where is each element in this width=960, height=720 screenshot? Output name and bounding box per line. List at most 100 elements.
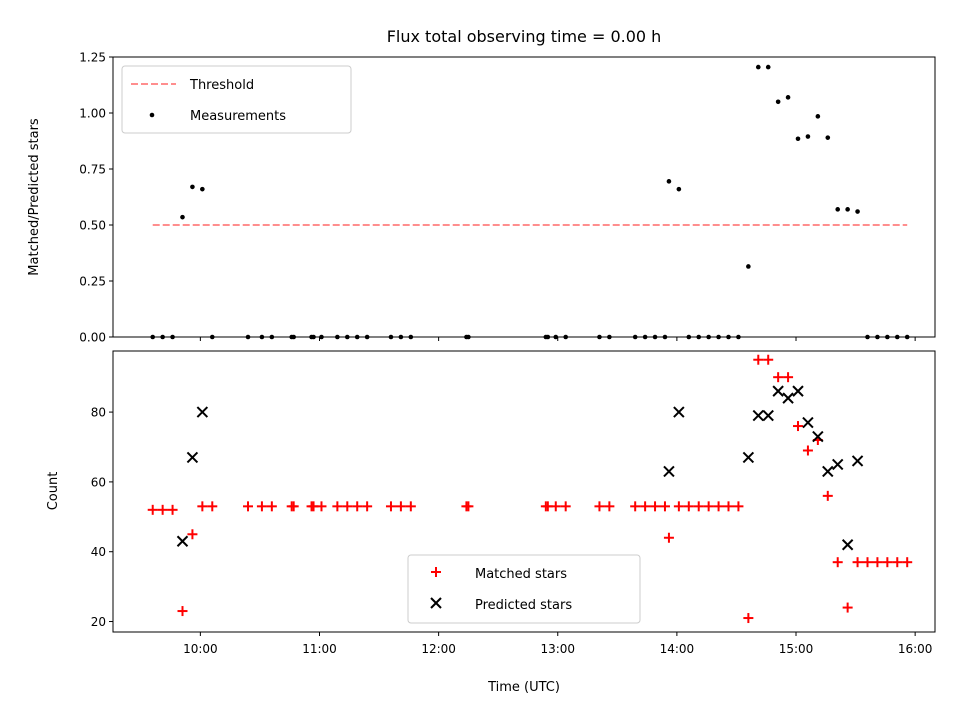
predicted-star-point <box>832 458 844 471</box>
predicted-star-point <box>196 406 209 418</box>
measurement-point <box>785 95 791 100</box>
matched-star-point <box>683 501 694 512</box>
predicted-star-point <box>176 535 189 547</box>
measurement-point <box>676 186 682 192</box>
matched-star-point <box>753 354 764 365</box>
bottom-x-tick-label: 11:00 <box>302 642 337 656</box>
matched-star-point <box>822 490 833 501</box>
predicted-star-point <box>772 385 784 397</box>
measurement-point <box>755 64 761 70</box>
legend-threshold-label: Threshold <box>189 78 254 93</box>
matched-star-point <box>560 501 571 512</box>
measurement-point <box>746 264 751 269</box>
legend-predicted-label: Predicted stars <box>475 598 572 613</box>
bottom-x-tick-label: 13:00 <box>540 642 575 656</box>
legend-matched-label: Matched stars <box>475 567 567 582</box>
matched-star-point <box>256 501 267 512</box>
bottom-series-marks <box>147 354 913 624</box>
matched-star-point <box>703 501 714 512</box>
bottom-x-tick-label: 15:00 <box>779 642 814 656</box>
matched-star-point <box>673 501 684 512</box>
matched-star-point <box>882 557 893 568</box>
measurement-point <box>775 99 781 105</box>
matched-star-point <box>187 529 198 540</box>
bottom-x-tick-label: 14:00 <box>660 642 695 656</box>
matched-star-point <box>713 501 724 512</box>
predicted-star-point <box>673 406 685 418</box>
matched-star-point <box>197 501 208 512</box>
measurement-point <box>835 207 841 212</box>
legend-predicted-swatch <box>430 597 442 609</box>
bottom-x-tick-label: 16:00 <box>898 642 933 656</box>
matched-star-point <box>783 372 794 383</box>
top-y-tick-label: 1.25 <box>79 51 106 65</box>
matched-star-point <box>723 501 734 512</box>
bottom-legend-box <box>407 554 641 624</box>
top-panel: Flux total observing time = 0.00 h 0.00 0… <box>27 27 936 345</box>
bottom-legend: Matched stars Predicted stars <box>407 554 641 624</box>
matched-star-point <box>594 501 605 512</box>
matched-star-point <box>316 501 327 512</box>
matched-star-point <box>207 501 218 512</box>
bottom-y-tick-label: 80 <box>91 406 106 420</box>
measurement-point <box>855 209 860 214</box>
legend-measurements-label: Measurements <box>190 109 286 124</box>
matched-star-point <box>872 557 883 568</box>
matched-star-point <box>743 613 754 624</box>
measurement-point <box>200 186 205 192</box>
matched-star-point <box>842 602 853 613</box>
matched-star-point <box>793 421 803 432</box>
measurement-point <box>765 64 771 70</box>
bottom-y-axis: 20 40 60 80 <box>91 406 113 629</box>
matched-star-point <box>802 445 813 456</box>
measurement-point <box>815 114 821 119</box>
matched-star-point <box>773 372 784 383</box>
matched-star-point <box>659 501 670 512</box>
top-plot-frame <box>112 56 936 338</box>
predicted-star-point <box>663 465 675 478</box>
legend-matched-swatch <box>431 567 441 577</box>
bottom-y-tick-label: 20 <box>91 615 106 629</box>
matched-star-point <box>630 501 641 512</box>
matched-star-point <box>763 354 774 365</box>
matched-star-point <box>288 501 299 512</box>
matched-star-point <box>177 606 188 617</box>
matched-star-point <box>550 501 561 512</box>
matched-star-point <box>604 501 615 512</box>
bottom-x-tick-label: 12:00 <box>421 642 456 656</box>
measurement-point <box>666 179 672 184</box>
predicted-star-point <box>802 416 814 429</box>
top-legend-box <box>121 65 352 134</box>
matched-star-point <box>693 501 704 512</box>
matched-star-point <box>362 501 373 512</box>
measurement-point <box>825 135 831 140</box>
top-y-tick-label: 0.75 <box>79 163 106 177</box>
predicted-star-point <box>742 451 755 464</box>
matched-star-point <box>266 501 277 512</box>
x-axis-label: Time (UTC) <box>487 680 560 695</box>
matched-star-point <box>650 501 661 512</box>
matched-star-point <box>862 557 873 568</box>
top-y-tick-label: 0.00 <box>79 331 106 345</box>
top-legend: Threshold Measurements <box>121 65 352 134</box>
top-y-tick-label: 0.25 <box>79 275 106 289</box>
bottom-y-tick-label: 60 <box>91 475 106 489</box>
predicted-star-point <box>841 539 854 551</box>
legend-measurements-swatch <box>149 112 155 118</box>
measurement-point <box>190 184 195 190</box>
matched-star-point <box>395 501 406 512</box>
chart-title: Flux total observing time = 0.00 h <box>387 27 662 46</box>
matched-star-point <box>342 501 353 512</box>
bottom-x-tick-label: 10:00 <box>183 642 218 656</box>
measurement-point <box>845 207 850 212</box>
top-y-axis-label: Matched/Predicted stars <box>27 118 42 276</box>
matched-star-point <box>352 501 363 512</box>
measurement-point <box>805 134 811 139</box>
bottom-y-axis-label: Count <box>46 472 61 511</box>
bottom-y-tick-label: 40 <box>91 545 106 559</box>
matched-star-point <box>332 501 343 512</box>
measurement-point <box>795 136 801 142</box>
measurement-point <box>180 214 185 220</box>
top-y-axis: 0.00 0.25 0.50 0.75 1.00 1.25 <box>79 51 113 345</box>
